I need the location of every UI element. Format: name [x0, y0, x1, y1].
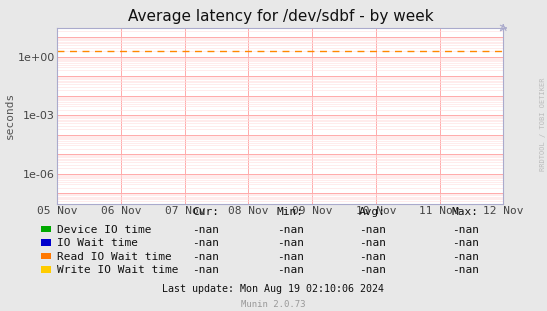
Text: -nan: -nan — [277, 265, 304, 275]
Text: -nan: -nan — [359, 252, 386, 262]
Text: -nan: -nan — [192, 252, 219, 262]
Text: Min:: Min: — [277, 207, 304, 216]
Text: -nan: -nan — [277, 225, 304, 234]
Text: RRDTOOL / TOBI OETIKER: RRDTOOL / TOBI OETIKER — [540, 78, 545, 171]
Text: -nan: -nan — [192, 225, 219, 234]
Text: -nan: -nan — [359, 238, 386, 248]
Text: Cur:: Cur: — [192, 207, 219, 216]
Text: -nan: -nan — [192, 265, 219, 275]
Text: Read IO Wait time: Read IO Wait time — [57, 252, 172, 262]
Text: -nan: -nan — [452, 225, 479, 234]
Text: Munin 2.0.73: Munin 2.0.73 — [241, 300, 306, 309]
Text: -nan: -nan — [452, 252, 479, 262]
Text: Device IO time: Device IO time — [57, 225, 152, 234]
Y-axis label: seconds: seconds — [4, 92, 15, 139]
Text: -nan: -nan — [192, 238, 219, 248]
Text: Last update: Mon Aug 19 02:10:06 2024: Last update: Mon Aug 19 02:10:06 2024 — [162, 284, 385, 294]
Text: Write IO Wait time: Write IO Wait time — [57, 265, 178, 275]
Title: Average latency for /dev/sdbf - by week: Average latency for /dev/sdbf - by week — [127, 9, 433, 24]
Text: -nan: -nan — [452, 238, 479, 248]
Text: Max:: Max: — [452, 207, 479, 216]
Text: -nan: -nan — [277, 238, 304, 248]
Text: Avg:: Avg: — [359, 207, 386, 216]
Text: -nan: -nan — [452, 265, 479, 275]
Text: -nan: -nan — [359, 265, 386, 275]
Text: IO Wait time: IO Wait time — [57, 238, 138, 248]
Text: -nan: -nan — [359, 225, 386, 234]
Text: -nan: -nan — [277, 252, 304, 262]
